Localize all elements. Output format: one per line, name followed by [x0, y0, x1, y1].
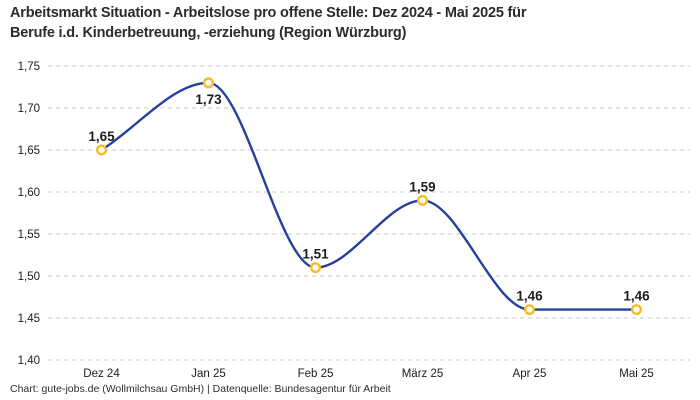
chart-title: Arbeitsmarkt Situation - Arbeitslose pro…	[10, 4, 690, 43]
y-tick-label: 1,65	[18, 145, 40, 157]
x-tick-label: Feb 25	[298, 368, 334, 380]
y-tick-label: 1,55	[18, 229, 40, 241]
x-tick-label: Mai 25	[619, 368, 654, 380]
data-point-marker	[631, 304, 643, 316]
y-tick-label: 1,50	[18, 271, 40, 283]
y-tick-label: 1,40	[18, 355, 40, 367]
x-tick-label: März 25	[402, 368, 444, 380]
data-point-marker	[524, 304, 536, 316]
y-tick-label: 1,60	[18, 187, 40, 199]
data-point-marker	[417, 194, 429, 206]
x-tick-label: Dez 24	[83, 368, 120, 380]
data-point-label: 1,51	[302, 247, 329, 262]
chart-title-line2: Berufe i.d. Kinderbetreuung, -erziehung …	[10, 24, 407, 41]
x-tick-label: Apr 25	[513, 368, 547, 380]
chart-attribution: Chart: gute-jobs.de (Wollmilchsau GmbH) …	[10, 383, 391, 395]
data-point-marker	[310, 262, 322, 274]
y-tick-label: 1,45	[18, 313, 40, 325]
data-point-label: 1,65	[88, 129, 115, 144]
data-point-marker	[202, 77, 214, 89]
data-point-label: 1,46	[623, 289, 650, 304]
data-point-marker	[95, 144, 107, 156]
x-tick-label: Jan 25	[191, 368, 226, 380]
y-tick-label: 1,75	[18, 61, 40, 73]
y-tick-label: 1,70	[18, 103, 40, 115]
chart-title-line1: Arbeitsmarkt Situation - Arbeitslose pro…	[10, 5, 527, 21]
data-point-label: 1,46	[516, 289, 543, 304]
data-point-label: 1,59	[409, 179, 435, 194]
data-point-label: 1,73	[195, 92, 222, 107]
